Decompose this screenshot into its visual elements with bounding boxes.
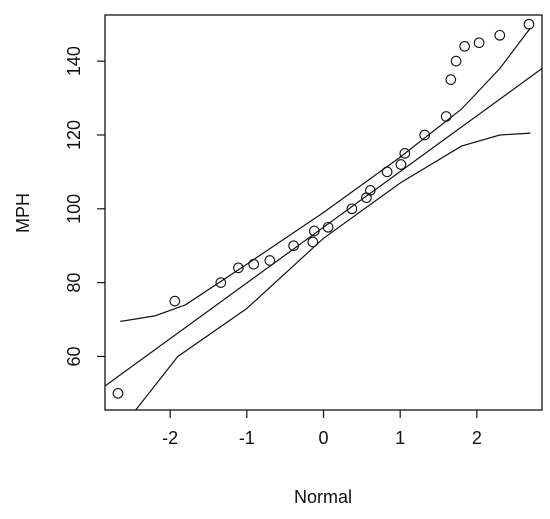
data-point [112,388,124,399]
x-axis: -2 -1 0 1 2 [162,410,482,448]
data-point [473,37,485,49]
data-point [215,277,227,288]
y-tick-label: 120 [64,120,84,150]
x-axis-label: Normal [294,487,352,507]
y-axis: 60 80 100 120 140 [64,46,105,366]
x-tick-label: 1 [395,428,405,448]
data-point [288,240,299,252]
data-point [308,225,320,237]
data-point [399,148,411,159]
upper-confidence-band [120,27,531,322]
data-point [233,262,244,274]
data-point [248,258,260,270]
y-tick-label: 80 [64,273,84,293]
data-point [364,185,376,196]
x-tick-label: 0 [318,428,328,448]
y-tick-label: 60 [64,346,84,366]
data-point [459,41,470,52]
data-point [307,236,319,248]
data-point [450,55,462,67]
x-tick-label: -1 [239,428,255,448]
confidence-bands [120,27,531,411]
data-point [440,111,452,122]
y-axis-label: MPH [13,193,33,233]
x-tick-label: -2 [162,428,178,448]
y-tick-label: 100 [64,194,84,224]
data-point [395,159,407,170]
data-point [523,18,535,30]
data-point [346,203,358,215]
data-point [361,192,372,204]
data-point [264,255,276,266]
data-point [322,221,334,233]
x-tick-label: 2 [472,428,482,448]
data-point [381,166,393,178]
y-tick-label: 140 [64,46,84,76]
lower-confidence-band [135,132,531,411]
data-point [169,295,181,307]
data-point [494,29,506,41]
data-point [419,129,431,141]
data-point [445,74,457,85]
data-points [112,18,535,399]
